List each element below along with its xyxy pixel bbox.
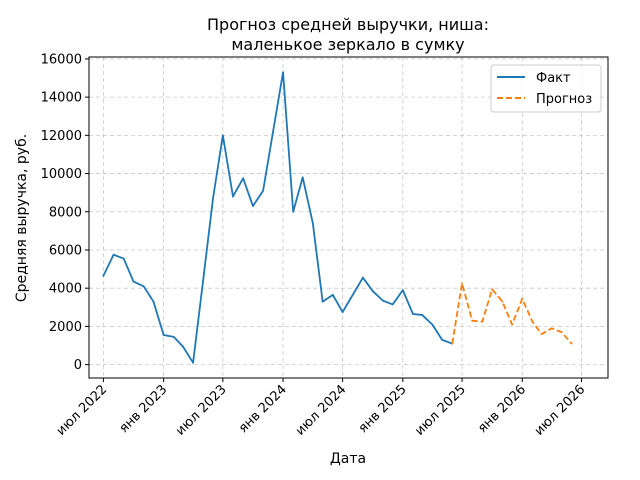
data-point <box>361 276 364 279</box>
data-point <box>441 338 443 341</box>
plot-area-frame <box>88 56 609 379</box>
chart-title-line-2: маленькое зеркало в сумку <box>231 35 464 54</box>
data-point <box>421 314 424 316</box>
x-tick-label: июл 2024 <box>293 382 350 439</box>
data-point <box>152 300 155 303</box>
y-tick-label: 2000 <box>49 320 82 335</box>
data-point <box>481 320 484 323</box>
y-tick-label: 4000 <box>49 282 82 297</box>
data-point <box>341 311 344 313</box>
data-point <box>172 336 175 338</box>
x-tick-label: янв 2026 <box>475 382 529 436</box>
data-point <box>102 274 105 277</box>
data-point <box>122 257 125 260</box>
data-point <box>142 285 145 288</box>
x-tick-label: янв 2024 <box>236 382 290 436</box>
x-tick-label: июл 2023 <box>173 382 230 439</box>
legend-label-forecast: Прогноз <box>536 92 592 107</box>
x-tick-label: июл 2025 <box>412 382 469 439</box>
data-point <box>292 210 295 213</box>
data-point <box>351 293 354 296</box>
data-point <box>451 342 454 345</box>
data-point <box>201 281 204 284</box>
x-axis-label: Дата <box>330 451 366 467</box>
legend: Факт Прогноз <box>490 64 602 113</box>
y-tick-label: 0 <box>74 358 82 373</box>
data-point <box>132 280 135 283</box>
data-point <box>391 303 394 306</box>
y-tick-label: 6000 <box>49 243 82 258</box>
data-point <box>321 300 324 303</box>
data-point <box>182 345 184 348</box>
y-tick-label: 10000 <box>41 167 82 182</box>
series-line-fact <box>102 71 454 364</box>
data-point <box>560 331 563 334</box>
y-tick-label: 14000 <box>41 91 82 106</box>
data-point <box>540 333 543 335</box>
y-tick-label: 12000 <box>41 129 82 144</box>
data-point <box>381 299 384 302</box>
y-tick-label: 8000 <box>49 205 82 220</box>
x-axis-ticks: июл 2022 янв 2023 июл 2023 янв 2024 июл 2024… <box>54 378 589 439</box>
legend-label-fact: Факт <box>536 71 571 86</box>
data-point <box>331 293 334 296</box>
chart-title-line-1: Прогноз средней выручки, ниша: <box>207 15 489 34</box>
data-point <box>192 361 194 364</box>
data-point <box>570 342 573 345</box>
data-point <box>531 320 534 323</box>
data-point <box>112 253 115 256</box>
data-point <box>471 319 474 322</box>
data-point <box>262 189 264 192</box>
data-point <box>550 327 553 330</box>
data-point <box>212 197 214 200</box>
data-point <box>242 177 245 180</box>
data-point <box>371 290 374 292</box>
data-point <box>521 297 524 300</box>
data-point <box>282 71 284 74</box>
data-point <box>491 288 494 291</box>
data-point <box>311 222 314 225</box>
x-tick-label: июл 2026 <box>532 382 589 439</box>
data-point <box>461 282 463 285</box>
data-point <box>401 289 404 292</box>
x-tick-label: июл 2022 <box>54 382 111 439</box>
x-tick-label: янв 2023 <box>117 382 171 436</box>
data-point <box>252 205 254 207</box>
data-point <box>431 323 434 326</box>
data-point <box>221 134 224 137</box>
series-line-forecast <box>451 282 573 345</box>
y-axis-ticks: 0 2000 4000 6000 8000 10000 12000 14000 16000 <box>41 52 89 373</box>
data-point <box>272 131 274 134</box>
data-point <box>511 323 514 326</box>
x-tick-label: янв 2025 <box>356 382 410 436</box>
y-tick-label: 16000 <box>41 52 82 67</box>
data-point <box>412 313 414 315</box>
data-point <box>501 300 504 303</box>
y-axis-label: Средняя выручка, руб. <box>14 134 30 302</box>
grid-lines <box>89 57 608 378</box>
plot-series <box>102 71 573 364</box>
data-point <box>301 176 304 179</box>
data-point <box>162 334 165 336</box>
data-point <box>232 195 234 198</box>
